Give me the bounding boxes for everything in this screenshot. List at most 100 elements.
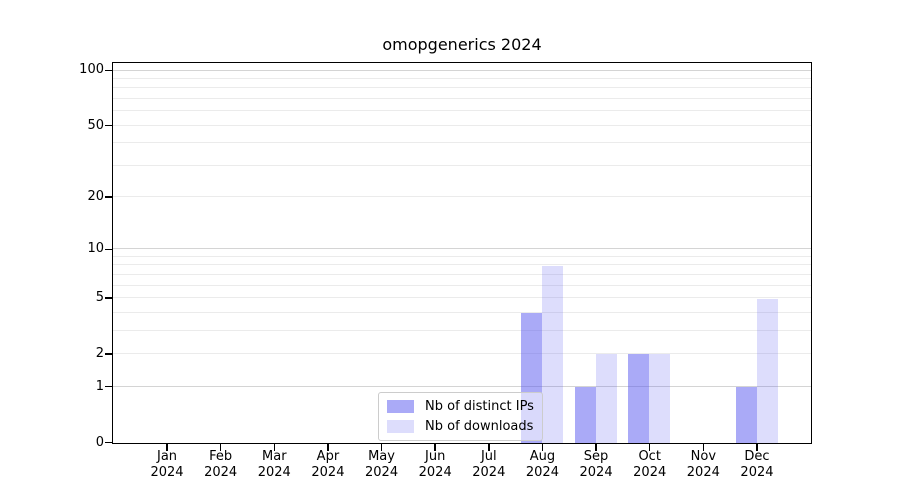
x-tick-label-line: 2024 — [365, 464, 399, 480]
gridline-minor-4 — [113, 311, 811, 313]
legend-label-downloads: Nb of downloads — [425, 419, 534, 434]
bar-nb-of-downloads-aug-2024 — [542, 265, 564, 443]
x-tick-label-line: 2024 — [418, 464, 452, 480]
x-tick-jun — [434, 444, 436, 451]
bar-nb-of-distinct-ips-oct-2024 — [628, 354, 650, 443]
x-tick-label-line: Jul — [480, 449, 497, 464]
x-tick-dec — [756, 444, 758, 451]
y-tick-label-2: 2 — [95, 345, 104, 361]
x-tick-mar — [273, 444, 275, 451]
bar-nb-of-downloads-oct-2024 — [649, 354, 671, 443]
x-tick-label-line: 2024 — [204, 464, 238, 480]
gridline-minor-5 — [113, 297, 811, 299]
y-tick-1 — [105, 385, 112, 388]
y-tick-5 — [105, 297, 112, 299]
x-tick-label-line: Feb — [209, 449, 233, 464]
y-tick-0 — [105, 441, 112, 444]
gridline-minor-7 — [113, 273, 811, 275]
legend-entry-distinct-ips: Nb of distinct IPs — [387, 399, 534, 414]
gridline-minor-80 — [113, 87, 811, 89]
x-tick-label-line: 2024 — [633, 464, 667, 480]
gridline-minor-50 — [113, 124, 811, 126]
gridline-minor-9 — [113, 256, 811, 257]
y-tick-50 — [105, 124, 112, 127]
gridline-minor-60 — [113, 110, 811, 112]
gridline-minor-8 — [113, 264, 811, 266]
gridline-minor-20 — [113, 196, 811, 198]
y-tick-10 — [105, 248, 112, 250]
legend: Nb of distinct IPs Nb of downloads — [378, 392, 543, 441]
x-tick-label-oct-2024: Oct 2024 — [622, 449, 678, 480]
x-tick-label-jul-2024: Jul 2024 — [461, 449, 517, 480]
x-tick-label-may-2024: May 2024 — [354, 449, 410, 480]
x-tick-aug — [541, 444, 544, 451]
gridline-major-1 — [113, 385, 811, 387]
x-tick-feb — [219, 444, 222, 451]
x-tick-jul — [488, 444, 490, 451]
gridline-minor-70 — [113, 97, 811, 99]
gridline-minor-40 — [113, 142, 811, 144]
y-tick-label-1: 1 — [95, 378, 104, 394]
x-tick-label-line: 2024 — [740, 464, 774, 480]
y-tick-label-100: 100 — [79, 62, 104, 78]
legend-swatch-distinct-ips — [387, 400, 414, 413]
x-tick-label-aug-2024: Aug 2024 — [514, 449, 570, 480]
x-tick-label-line: Aug — [529, 449, 556, 464]
bar-nb-of-downloads-dec-2024 — [756, 298, 778, 443]
gridline-major-10 — [113, 248, 811, 250]
x-tick-label-sep-2024: Sep 2024 — [568, 449, 624, 480]
x-tick-apr — [327, 444, 329, 451]
x-tick-label-line: Sep — [583, 449, 609, 464]
x-tick-label-line: 2024 — [472, 464, 506, 480]
x-tick-label-nov-2024: Nov 2024 — [675, 449, 731, 480]
x-tick-label-line: Mar — [262, 449, 287, 464]
y-tick-2 — [105, 353, 112, 355]
legend-entry-downloads: Nb of downloads — [387, 419, 533, 434]
x-tick-label-jan-2024: Jan 2024 — [139, 449, 195, 480]
y-tick-label-20: 20 — [87, 189, 104, 205]
gridline-minor-90 — [113, 77, 811, 79]
x-tick-label-line: 2024 — [579, 464, 613, 480]
x-tick-sep — [595, 444, 597, 451]
gridline-minor-6 — [113, 284, 811, 286]
x-tick-nov — [702, 444, 705, 451]
x-tick-label-dec-2024: Dec 2024 — [729, 449, 785, 480]
plot-area: Nb of distinct IPs Nb of downloads — [112, 62, 812, 444]
legend-label-distinct-ips: Nb of distinct IPs — [425, 399, 534, 414]
y-tick-label-0: 0 — [95, 434, 104, 450]
bar-nb-of-distinct-ips-sep-2024 — [574, 387, 596, 443]
y-tick-label-10: 10 — [87, 241, 104, 257]
x-tick-label-line: Jun — [425, 449, 446, 464]
x-tick-label-line: Nov — [690, 449, 717, 464]
x-tick-may — [380, 444, 383, 451]
x-tick-label-mar-2024: Mar 2024 — [246, 449, 302, 480]
x-tick-label-line: 2024 — [525, 464, 559, 480]
bar-nb-of-distinct-ips-dec-2024 — [735, 387, 757, 443]
gridline-minor-30 — [113, 164, 811, 166]
x-tick-jan — [166, 444, 168, 451]
x-tick-label-jun-2024: Jun 2024 — [407, 449, 463, 480]
gridline-major-100 — [113, 69, 811, 71]
x-tick-label-line: 2024 — [150, 464, 184, 480]
gridline-minor-3 — [113, 329, 811, 331]
x-tick-label-line: Dec — [744, 449, 770, 464]
x-tick-label-line: 2024 — [311, 464, 345, 480]
y-tick-100 — [105, 69, 112, 72]
legend-swatch-downloads — [387, 420, 414, 433]
x-tick-label-line: 2024 — [686, 464, 720, 480]
x-tick-label-line: May — [368, 449, 395, 464]
x-tick-label-apr-2024: Apr 2024 — [300, 449, 356, 480]
bar-nb-of-downloads-sep-2024 — [595, 354, 617, 443]
y-tick-20 — [105, 196, 112, 198]
x-tick-label-line: Jan — [156, 449, 178, 464]
x-tick-label-feb-2024: Feb 2024 — [193, 449, 249, 480]
x-tick-label-line: Oct — [638, 449, 661, 464]
y-tick-label-5: 5 — [95, 290, 104, 306]
chart-title: omopgenerics 2024 — [382, 35, 542, 54]
x-tick-oct — [649, 444, 651, 451]
y-tick-label-50: 50 — [87, 117, 104, 133]
gridline-minor-2 — [113, 353, 811, 355]
x-tick-label-line: 2024 — [257, 464, 291, 480]
x-tick-label-line: Apr — [316, 449, 340, 464]
